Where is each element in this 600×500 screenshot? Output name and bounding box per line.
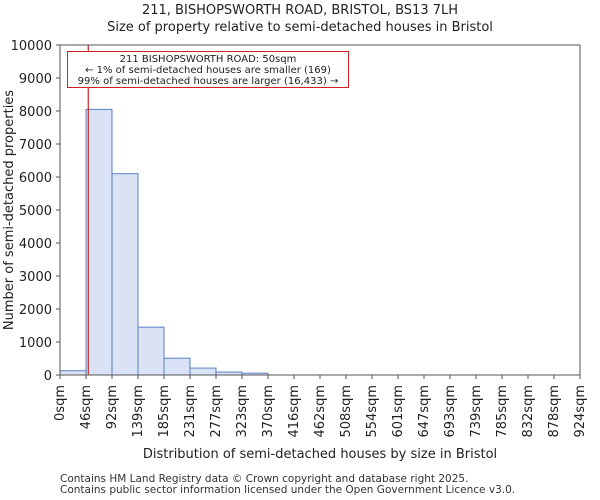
annotation-line-2: ← 1% of semi-detached houses are smaller… xyxy=(85,65,331,76)
y-tick-label: 3000 xyxy=(19,270,52,285)
y-tick-label: 5000 xyxy=(19,204,52,219)
y-tick-label: 0 xyxy=(44,369,52,384)
annotation-line-3: 99% of semi-detached houses are larger (… xyxy=(77,76,339,87)
bars-group xyxy=(59,108,269,376)
x-tick-label: 92sqm xyxy=(105,385,120,429)
y-axis-label: Number of semi-detached properties xyxy=(2,90,17,330)
bar-231sqm xyxy=(189,367,217,376)
bar-46sqm xyxy=(85,108,113,376)
x-tick-label: 878sqm xyxy=(547,385,562,438)
y-tick-label: 10000 xyxy=(11,39,52,54)
x-tick-label: 508sqm xyxy=(339,385,354,438)
x-ticks-group: 0sqm 46sqm 92sqm 139sqm 185sqm 231sqm 277sqm 32… xyxy=(53,375,588,438)
footer-line-2: Contains public sector information licen… xyxy=(60,484,516,496)
bar-139sqm xyxy=(137,326,165,376)
footer-line-1: Contains HM Land Registry data © Crown c… xyxy=(60,473,469,485)
x-tick-label: 693sqm xyxy=(443,385,458,438)
x-tick-label: 370sqm xyxy=(261,385,276,438)
x-tick-label: 601sqm xyxy=(391,385,406,438)
x-tick-label: 231sqm xyxy=(183,385,198,438)
x-tick-label: 647sqm xyxy=(417,385,432,438)
y-tick-label: 7000 xyxy=(19,138,52,153)
marker-annotation: 211 BISHOPSWORTH ROAD: 50sqm ← 1% of sem… xyxy=(67,51,349,88)
x-tick-label: 462sqm xyxy=(313,385,328,438)
y-tick-label: 6000 xyxy=(19,171,52,186)
bar-0sqm xyxy=(59,370,87,376)
y-tick-label: 2000 xyxy=(19,303,52,318)
x-axis-label: Distribution of semi-detached houses by … xyxy=(143,447,497,462)
x-tick-label: 46sqm xyxy=(79,385,94,429)
y-tick-label: 8000 xyxy=(19,105,52,120)
x-tick-label: 323sqm xyxy=(235,385,250,438)
x-tick-label: 785sqm xyxy=(495,385,510,438)
chart-subtitle: Size of property relative to semi-detach… xyxy=(107,20,493,35)
chart-title: 211, BISHOPSWORTH ROAD, BRISTOL, BS13 7L… xyxy=(141,3,459,18)
bar-185sqm xyxy=(163,357,191,376)
x-tick-label: 739sqm xyxy=(469,385,484,438)
x-tick-label: 277sqm xyxy=(209,385,224,438)
x-tick-label: 185sqm xyxy=(157,385,172,438)
x-tick-label: 0sqm xyxy=(53,385,68,421)
y-tick-label: 4000 xyxy=(19,237,52,252)
x-tick-label: 832sqm xyxy=(521,385,536,438)
x-tick-label: 554sqm xyxy=(365,385,380,438)
x-tick-label: 416sqm xyxy=(287,385,302,438)
y-tick-label: 1000 xyxy=(19,336,52,351)
bar-92sqm xyxy=(111,173,139,376)
y-ticks-group: 0 1000 2000 3000 4000 5000 6000 7000 8000 9000 100… xyxy=(11,39,60,384)
x-tick-label: 139sqm xyxy=(131,385,146,438)
annotation-line-1: 211 BISHOPSWORTH ROAD: 50sqm xyxy=(119,54,297,65)
y-tick-label: 9000 xyxy=(19,72,52,87)
x-tick-label: 924sqm xyxy=(573,385,588,438)
